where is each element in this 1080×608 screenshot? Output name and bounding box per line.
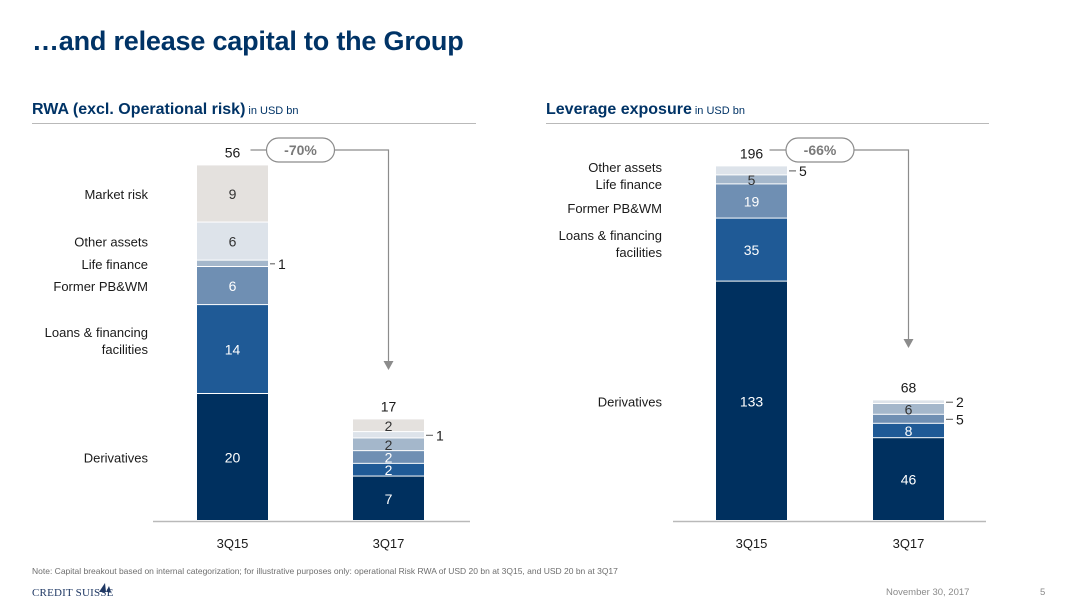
- rwa-panel-unit: in USD bn: [248, 105, 299, 117]
- data-label-former-pbandwm-3q17: 5: [956, 411, 964, 427]
- legend-line: Former PB&WM: [567, 201, 662, 216]
- legend-other-assets: Other assets: [588, 160, 662, 175]
- sails-icon: [99, 583, 111, 592]
- bar-segment-other-assets-3q17: [873, 400, 944, 403]
- legend-line: Life finance: [596, 177, 663, 192]
- data-label-market-risk-3q17: 2: [385, 418, 393, 434]
- legend-other-assets: Other assets: [74, 235, 148, 250]
- total-label-3q17: 17: [381, 398, 397, 414]
- bar-segment-former-pbandwm-3q15: [197, 267, 268, 305]
- total-label-3q15: 56: [225, 144, 241, 160]
- category-label-3q15: 3Q15: [736, 536, 768, 551]
- legend-market-risk: Market risk: [84, 187, 148, 202]
- logo-text: CREDIT SUISSE: [32, 587, 114, 599]
- bar-segment-loans-and-financing-facilities-3q17: [873, 423, 944, 438]
- bar-segment-life-finance-3q15: [716, 175, 787, 184]
- bar-segment-other-assets-3q17: [353, 432, 424, 438]
- legend-line: Loans & financing: [559, 228, 662, 243]
- data-label-derivatives-3q15: 20: [225, 450, 241, 466]
- bar-segment-derivatives-3q17: [873, 438, 944, 520]
- bar-segment-loans-and-financing-facilities-3q15: [197, 305, 268, 393]
- bar-segment-derivatives-3q15: [716, 281, 787, 520]
- bar-segment-market-risk-3q15: [197, 165, 268, 222]
- data-label-loans-and-financing-facilities-3q17: 8: [905, 423, 913, 439]
- legend-former-pbandwm: Former PB&WM: [53, 279, 148, 294]
- bar-segment-loans-and-financing-facilities-3q15: [716, 218, 787, 281]
- total-label-3q17: 68: [901, 379, 917, 395]
- data-label-market-risk-3q15: 9: [229, 186, 237, 202]
- legend-line: facilities: [616, 245, 663, 260]
- bar-segment-former-pbandwm-3q17: [353, 451, 424, 463]
- arrow-down-icon: [903, 339, 914, 348]
- category-label-3q17: 3Q17: [893, 536, 925, 551]
- data-label-life-finance-3q15: 1: [278, 256, 286, 272]
- data-label-derivatives-3q17: 7: [385, 491, 393, 507]
- data-label-former-pbandwm-3q17: 2: [385, 450, 393, 466]
- bar-segment-derivatives-3q15: [197, 394, 268, 520]
- bar-segment-derivatives-3q17: [353, 476, 424, 520]
- arrow-down-icon: [383, 361, 394, 370]
- page-number: 5: [1040, 587, 1046, 598]
- page-title: …and release capital to the Group: [32, 26, 464, 56]
- legend-line: Former PB&WM: [53, 279, 148, 294]
- legend-line: Derivatives: [84, 451, 149, 466]
- bar-segment-loans-and-financing-facilities-3q17: [353, 463, 424, 476]
- bar-segment-other-assets-3q15: [197, 222, 268, 260]
- legend-line: Market risk: [84, 187, 148, 202]
- bar-segment-life-finance-3q17: [873, 404, 944, 414]
- legend-line: Other assets: [74, 235, 148, 250]
- legend-line: Other assets: [588, 160, 662, 175]
- category-label-3q17: 3Q17: [373, 536, 405, 551]
- leverage-panel-unit: in USD bn: [694, 105, 745, 117]
- bar-segment-market-risk-3q17: [353, 419, 424, 432]
- data-label-former-pbandwm-3q15: 19: [744, 194, 760, 210]
- category-label-3q15: 3Q15: [217, 536, 249, 551]
- change-label: -70%: [284, 142, 317, 158]
- bar-segment-former-pbandwm-3q17: [873, 414, 944, 423]
- rwa-panel-header: RWA (excl. Operational risk) in USD bn: [32, 101, 476, 124]
- legend-life-finance: Life finance: [82, 257, 149, 272]
- change-pill: [785, 137, 855, 163]
- bar-segment-former-pbandwm-3q15: [716, 184, 787, 218]
- legend-life-finance: Life finance: [596, 177, 663, 192]
- legend-derivatives: Derivatives: [598, 394, 663, 409]
- leverage-panel-header: Leverage exposure in USD bn: [546, 101, 989, 124]
- data-label-derivatives-3q15: 133: [740, 393, 764, 409]
- legend-line: Loans & financing: [45, 325, 148, 340]
- data-label-life-finance-3q15: 5: [748, 172, 756, 188]
- credit-suisse-logo: CREDIT SUISSE: [32, 581, 152, 603]
- data-label-other-assets-3q15: 5: [799, 163, 807, 179]
- rwa-panel-title: RWA (excl. Operational risk): [32, 101, 246, 118]
- legend-loans-and-financing-facilities: Loans & financing facilities: [45, 325, 149, 357]
- leverage-panel-title: Leverage exposure: [546, 101, 692, 118]
- bar-segment-life-finance-3q17: [353, 438, 424, 451]
- data-label-life-finance-3q17: 6: [905, 401, 913, 417]
- bar-segment-life-finance-3q15: [197, 260, 268, 266]
- change-label: -66%: [804, 142, 837, 158]
- change-bracket: [769, 149, 910, 340]
- data-label-other-assets-3q17: 2: [956, 394, 964, 410]
- total-label-3q15: 196: [740, 145, 764, 161]
- legend-line: Derivatives: [598, 394, 663, 409]
- data-label-former-pbandwm-3q15: 6: [229, 278, 237, 294]
- change-pill: [265, 137, 336, 163]
- data-label-loans-and-financing-facilities-3q17: 2: [385, 462, 393, 478]
- legend-former-pbandwm: Former PB&WM: [567, 201, 662, 216]
- data-label-loans-and-financing-facilities-3q15: 35: [744, 242, 760, 258]
- footer-date: November 30, 2017: [886, 587, 970, 598]
- legend-line: facilities: [102, 342, 149, 357]
- legend-loans-and-financing-facilities: Loans & financing facilities: [559, 228, 663, 260]
- footnote: Note: Capital breakout based on internal…: [32, 566, 618, 576]
- data-label-other-assets-3q17: 1: [436, 427, 444, 443]
- legend-line: Life finance: [82, 257, 149, 272]
- legend-derivatives: Derivatives: [84, 451, 149, 466]
- data-label-life-finance-3q17: 2: [385, 437, 393, 453]
- data-label-derivatives-3q17: 46: [901, 472, 917, 488]
- data-label-other-assets-3q15: 6: [229, 234, 237, 250]
- bar-segment-other-assets-3q15: [716, 166, 787, 175]
- data-label-loans-and-financing-facilities-3q15: 14: [225, 342, 241, 358]
